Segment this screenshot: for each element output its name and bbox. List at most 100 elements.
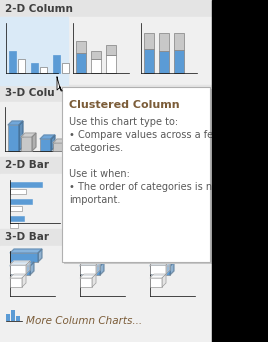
Bar [10,216,24,221]
Bar [8,125,19,151]
Bar [144,33,154,49]
Polygon shape [100,262,104,275]
Polygon shape [150,262,174,266]
Bar [0,102,212,157]
Bar [150,253,178,262]
Text: important.: important. [69,195,120,205]
Polygon shape [170,262,174,275]
Polygon shape [80,262,104,266]
Bar [80,266,100,275]
Bar [10,199,32,204]
Polygon shape [80,249,112,253]
Bar [10,182,42,187]
Polygon shape [40,135,55,139]
Bar [150,265,166,274]
Bar [0,85,212,102]
Polygon shape [64,139,68,151]
Bar [10,189,26,194]
Bar [10,278,22,287]
Bar [9,51,16,73]
Bar [16,316,20,321]
Bar [64,89,212,264]
Bar [53,55,60,73]
Polygon shape [162,274,166,287]
Bar [144,49,154,73]
Bar [0,17,68,85]
Bar [53,143,64,151]
Bar [159,33,169,51]
Polygon shape [96,261,100,274]
Polygon shape [22,274,26,287]
Bar [80,278,92,287]
Bar [10,265,26,274]
Bar [91,51,101,59]
Polygon shape [21,133,36,137]
Text: 3-D Bar: 3-D Bar [5,233,49,242]
Bar [0,229,212,246]
Bar [80,265,96,274]
Bar [150,278,162,287]
Text: 3-D Colu: 3-D Colu [5,89,55,98]
Polygon shape [10,274,26,278]
Bar [159,51,169,73]
Polygon shape [26,261,30,274]
Bar [174,50,184,73]
Polygon shape [53,139,68,143]
Text: Use this chart type to:: Use this chart type to: [69,117,178,127]
Text: 2-D Column: 2-D Column [5,3,73,13]
Bar [76,41,86,53]
Polygon shape [10,249,42,253]
Polygon shape [51,135,55,151]
Bar [10,206,22,211]
Polygon shape [19,121,23,151]
Bar [18,59,25,73]
Bar [10,223,18,228]
Text: More Column Charts...: More Column Charts... [26,316,142,327]
Polygon shape [150,249,182,253]
Polygon shape [57,77,62,91]
Bar [11,310,15,321]
Text: 2-D Bar: 2-D Bar [5,160,49,171]
Bar [76,53,86,73]
Polygon shape [80,261,100,265]
Bar [40,67,47,73]
Bar [31,63,38,73]
Text: categories.: categories. [69,143,123,153]
Polygon shape [178,249,182,262]
Bar [10,266,30,275]
Polygon shape [150,261,170,265]
Bar [91,59,101,73]
Bar [6,314,10,321]
Bar [174,33,184,50]
Bar [0,17,212,85]
Bar [106,55,116,73]
Bar [40,139,51,151]
Bar [106,45,116,55]
Text: Use it when:: Use it when: [69,169,130,179]
Text: • The order of categories is not: • The order of categories is not [69,182,222,192]
Bar [0,174,212,229]
Polygon shape [166,261,170,274]
Bar [62,87,210,262]
Polygon shape [38,249,42,262]
Bar [80,253,108,262]
Polygon shape [30,262,34,275]
Text: Clustered Column: Clustered Column [69,100,180,110]
Bar [0,301,212,342]
Polygon shape [8,121,23,125]
Polygon shape [10,262,34,266]
Bar [10,253,38,262]
Bar [0,0,212,17]
Polygon shape [80,274,96,278]
Bar [62,63,69,73]
Bar [212,0,268,342]
Bar [21,137,32,151]
Bar [0,157,212,174]
Bar [150,266,170,275]
Polygon shape [150,274,166,278]
Text: • Compare values across a few: • Compare values across a few [69,130,221,140]
Polygon shape [92,274,96,287]
Polygon shape [32,133,36,151]
Polygon shape [108,249,112,262]
Bar [0,246,212,301]
